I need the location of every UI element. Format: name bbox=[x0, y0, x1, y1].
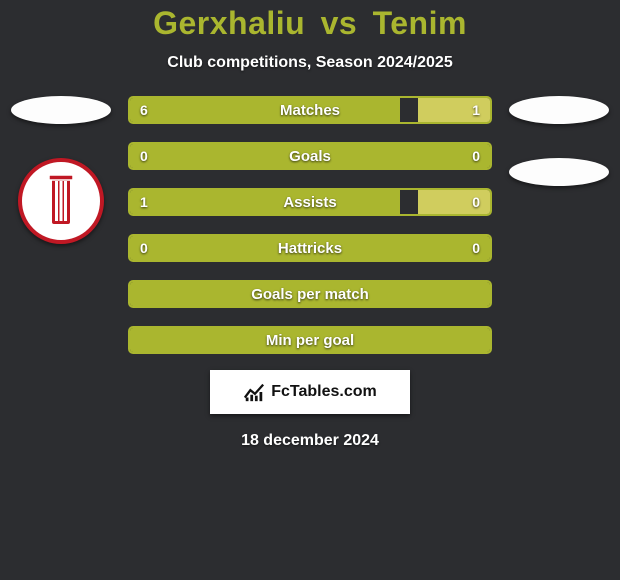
left-column bbox=[6, 96, 116, 244]
vs-text: vs bbox=[321, 5, 358, 41]
stat-bar: Assists1 0 bbox=[128, 188, 492, 216]
stat-label: Matches bbox=[130, 98, 490, 122]
stat-bar: Goals0 0 bbox=[128, 142, 492, 170]
stat-value-right: 0 bbox=[472, 144, 480, 168]
footer-badge: FcTables.com bbox=[210, 370, 410, 414]
content-area: Matches61Goals00Assists10Hattricks00Goal… bbox=[0, 96, 620, 354]
right-column bbox=[504, 96, 614, 186]
player1-photo-placeholder bbox=[11, 96, 111, 124]
chart-icon bbox=[243, 381, 265, 403]
stat-label: Goals bbox=[130, 144, 490, 168]
stat-value-right: 0 bbox=[472, 190, 480, 214]
player1-name: Gerxhaliu bbox=[153, 5, 305, 41]
page-title: Gerxhaliu vs Tenim bbox=[0, 5, 620, 42]
club-crest-icon bbox=[31, 171, 91, 231]
stat-value-right: 0 bbox=[472, 236, 480, 260]
stat-label: Hattricks bbox=[130, 236, 490, 260]
stat-value-left: 0 bbox=[140, 144, 148, 168]
stat-bar: Hattricks0 0 bbox=[128, 234, 492, 262]
stat-value-left: 0 bbox=[140, 236, 148, 260]
subtitle: Club competitions, Season 2024/2025 bbox=[0, 54, 620, 72]
player2-name: Tenim bbox=[373, 5, 467, 41]
player2-photo-placeholder bbox=[509, 96, 609, 124]
stat-value-left: 1 bbox=[140, 190, 148, 214]
stat-bar: Goals per match bbox=[128, 280, 492, 308]
stat-bars: Matches61Goals00Assists10Hattricks00Goal… bbox=[128, 96, 492, 354]
player2-club-placeholder bbox=[509, 158, 609, 186]
comparison-card: Gerxhaliu vs Tenim Club competitions, Se… bbox=[0, 0, 620, 580]
stat-value-left: 6 bbox=[140, 98, 148, 122]
stat-bar: Min per goal bbox=[128, 326, 492, 354]
footer-site: FcTables.com bbox=[271, 383, 377, 401]
player1-club-badge bbox=[18, 158, 104, 244]
stat-label: Min per goal bbox=[130, 328, 490, 352]
stat-value-right: 1 bbox=[472, 98, 480, 122]
stat-label: Goals per match bbox=[130, 282, 490, 306]
footer-date: 18 december 2024 bbox=[0, 432, 620, 450]
stat-bar: Matches6 1 bbox=[128, 96, 492, 124]
stat-label: Assists bbox=[130, 190, 490, 214]
